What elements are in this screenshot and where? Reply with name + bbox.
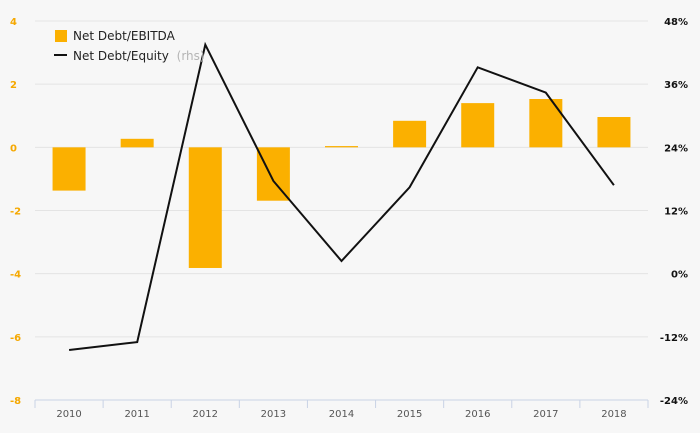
x-axis-ticks (34, 400, 649, 408)
y-left-tick-label: -2 (10, 207, 21, 218)
y-axis-left: 4 2 0 -2 -4 -6 -8 (10, 17, 21, 407)
y-right-tick-label: -24% (660, 396, 688, 407)
y-right-tick-label: 24% (664, 143, 688, 154)
y-right-tick-label: 36% (664, 80, 688, 91)
y-left-tick-label: 4 (10, 17, 17, 28)
bar-series (52, 99, 631, 268)
bar-2018 (597, 117, 631, 148)
x-tick-label: 2016 (465, 409, 490, 420)
bar-2017 (529, 99, 563, 148)
legend-line-name: Net Debt/Equity (73, 49, 169, 63)
legend-label-line: Net Debt/Equity (rhs) (73, 49, 205, 63)
y-right-tick-label: -12% (660, 333, 688, 344)
x-axis-labels: 2010 2011 2012 2013 2014 2015 2016 2017 2018 (56, 409, 626, 420)
bar-2010 (52, 147, 86, 191)
y-left-tick-label: -6 (10, 333, 21, 344)
bar-2016 (461, 103, 495, 148)
gridlines (35, 20, 648, 338)
x-tick-label: 2011 (124, 409, 149, 420)
y-axis-right: 48% 36% 24% 12% 0% -12% -24% (660, 17, 688, 407)
y-left-tick-label: -4 (10, 270, 21, 281)
x-tick-label: 2015 (397, 409, 422, 420)
bar-2013 (256, 147, 290, 201)
x-tick-label: 2014 (329, 409, 354, 420)
legend-line-note: (rhs) (177, 49, 205, 63)
legend: Net Debt/EBITDA Net Debt/Equity (rhs) (54, 29, 205, 63)
line-series-net-debt-equity (68, 41, 615, 351)
y-left-tick-label: 0 (10, 143, 17, 154)
x-tick-label: 2010 (56, 409, 81, 420)
x-tick-label: 2017 (533, 409, 558, 420)
bar-2015 (393, 120, 427, 148)
y-right-tick-label: 0% (671, 270, 688, 281)
y-left-tick-label: 2 (10, 80, 17, 91)
bar-2014 (325, 146, 358, 148)
legend-swatch-bar (55, 30, 67, 42)
bar-2012 (188, 147, 222, 268)
x-tick-label: 2018 (601, 409, 626, 420)
y-right-tick-label: 12% (664, 207, 688, 218)
x-tick-label: 2013 (261, 409, 286, 420)
legend-label-bar: Net Debt/EBITDA (73, 29, 176, 43)
x-tick-label: 2012 (193, 409, 218, 420)
y-right-tick-label: 48% (664, 17, 688, 28)
y-left-tick-label: -8 (10, 396, 21, 407)
bar-2011 (120, 138, 154, 148)
